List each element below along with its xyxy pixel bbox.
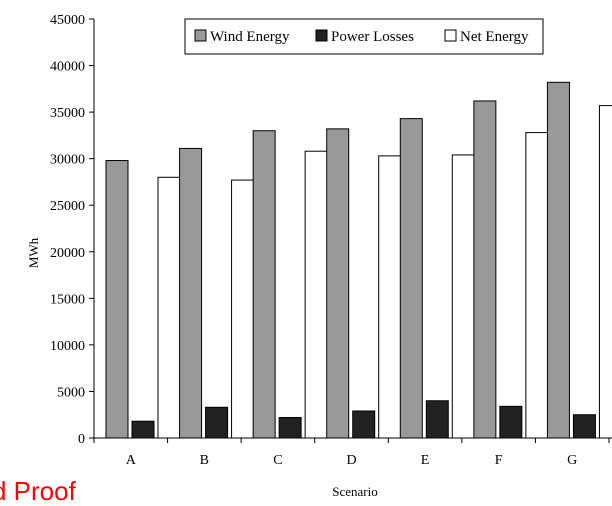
y-tick-label: 0 (78, 432, 85, 447)
bar (473, 100, 497, 439)
y-tick-label: 45000 (50, 13, 85, 28)
x-tick-label: B (200, 453, 209, 468)
x-tick-label: C (273, 453, 282, 468)
x-tick-label: F (495, 453, 503, 468)
bar (598, 105, 612, 439)
y-tick-label: 15000 (50, 292, 85, 307)
axes: 0 5000 10000 15000 20000 25000 30000 35000 40000… (50, 13, 610, 468)
x-tick-label: E (421, 453, 430, 468)
legend-label: Power Losses (331, 29, 414, 45)
legend-label: Wind Energy (210, 29, 290, 45)
bar (157, 176, 181, 439)
bar (525, 132, 549, 439)
bar (278, 417, 302, 439)
y-tick-label: 10000 (50, 339, 85, 354)
x-tick-label: D (346, 453, 356, 468)
bar (326, 128, 350, 439)
y-tick-label: 5000 (57, 385, 85, 400)
y-tick-label: 30000 (50, 153, 85, 168)
bar (425, 400, 449, 439)
legend-box (184, 18, 544, 55)
bar (572, 414, 596, 439)
bar (231, 179, 255, 439)
y-tick-label: 40000 (50, 60, 85, 75)
bar (304, 150, 328, 439)
bars (105, 81, 612, 439)
legend: Wind Energy Power Losses Net Energy (184, 18, 544, 55)
x-axis-label: Scenario (332, 484, 377, 499)
bar (131, 420, 155, 439)
bar (546, 81, 570, 439)
y-axis-label: MWh (26, 237, 41, 268)
bar (499, 405, 523, 439)
legend-swatch (444, 29, 457, 42)
bar (252, 130, 276, 439)
legend-swatch (194, 29, 207, 42)
legend-label: Net Energy (460, 29, 529, 45)
bar (179, 147, 203, 439)
y-tick-label: 25000 (50, 199, 85, 214)
bar (205, 406, 229, 439)
bar (451, 154, 475, 439)
y-tick-label: 35000 (50, 106, 85, 121)
bar (378, 155, 402, 439)
x-tick-label: G (567, 453, 577, 468)
legend-swatch (315, 29, 328, 42)
bar (399, 118, 423, 439)
x-tick-label: A (126, 453, 137, 468)
bar (352, 410, 376, 439)
watermark-text: d Proof (0, 476, 76, 506)
bar (105, 160, 129, 439)
y-tick-label: 20000 (50, 246, 85, 261)
